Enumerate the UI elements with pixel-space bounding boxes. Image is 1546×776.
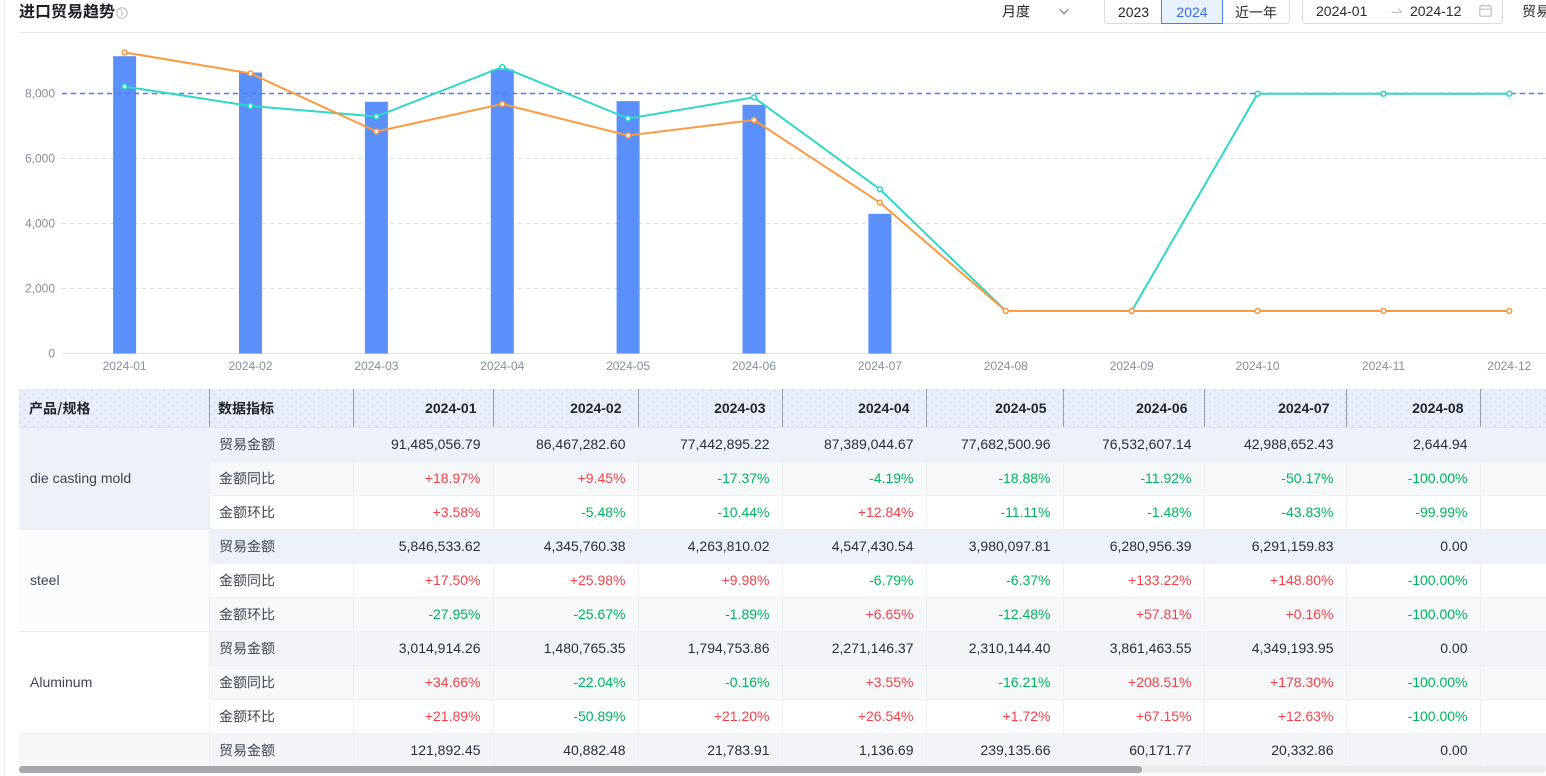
- svg-text:8,000: 8,000: [25, 87, 55, 101]
- svg-text:2024-09: 2024-09: [1110, 359, 1154, 373]
- svg-text:2024-02: 2024-02: [228, 359, 272, 373]
- svg-text:2024-10: 2024-10: [1236, 359, 1280, 373]
- svg-text:4,000: 4,000: [25, 217, 55, 231]
- svg-text:2024-08: 2024-08: [984, 359, 1028, 373]
- svg-text:2,000: 2,000: [25, 282, 55, 296]
- svg-text:2024-03: 2024-03: [354, 359, 398, 373]
- svg-text:6,000: 6,000: [25, 152, 55, 166]
- svg-text:2024-05: 2024-05: [606, 359, 650, 373]
- svg-text:2024-06: 2024-06: [732, 359, 776, 373]
- svg-text:2024-07: 2024-07: [858, 359, 902, 373]
- svg-text:0: 0: [48, 347, 55, 361]
- svg-text:2024-12: 2024-12: [1487, 359, 1531, 373]
- svg-text:2024-04: 2024-04: [480, 359, 524, 373]
- svg-text:2024-01: 2024-01: [103, 359, 147, 373]
- svg-text:2024-11: 2024-11: [1362, 359, 1405, 373]
